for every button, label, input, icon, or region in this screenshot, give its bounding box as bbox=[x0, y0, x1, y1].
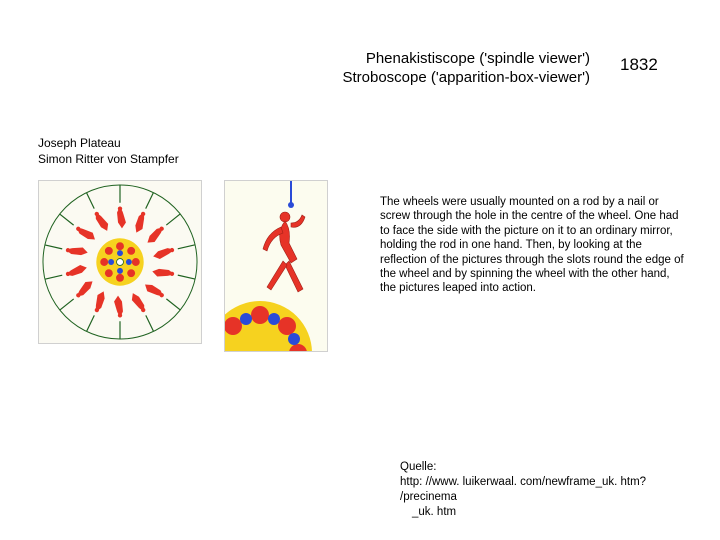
title-line-1: Phenakistiscope ('spindle viewer') bbox=[310, 50, 590, 69]
images-row bbox=[38, 180, 328, 352]
year: 1832 bbox=[620, 55, 658, 75]
detail-svg bbox=[225, 181, 327, 351]
source-label: Quelle: bbox=[400, 460, 705, 475]
source-url-line1: http: //www. luikerwaal. com/newframe_uk… bbox=[400, 475, 705, 505]
title-block: Phenakistiscope ('spindle viewer') Strob… bbox=[310, 50, 590, 88]
description-text: The wheels were usually mounted on a rod… bbox=[380, 195, 685, 296]
image-phenakistiscope-disc bbox=[38, 180, 202, 344]
source-block: Quelle: http: //www. luikerwaal. com/new… bbox=[400, 460, 705, 520]
title-line-2: Stroboscope ('apparition-box-viewer') bbox=[310, 69, 590, 88]
source-url-line2: _uk. htm bbox=[400, 505, 705, 520]
author-2: Simon Ritter von Stampfer bbox=[38, 151, 179, 167]
authors-block: Joseph Plateau Simon Ritter von Stampfer bbox=[38, 135, 179, 167]
image-detail-crop bbox=[224, 180, 328, 352]
disc-svg bbox=[41, 183, 199, 341]
author-1: Joseph Plateau bbox=[38, 135, 179, 151]
